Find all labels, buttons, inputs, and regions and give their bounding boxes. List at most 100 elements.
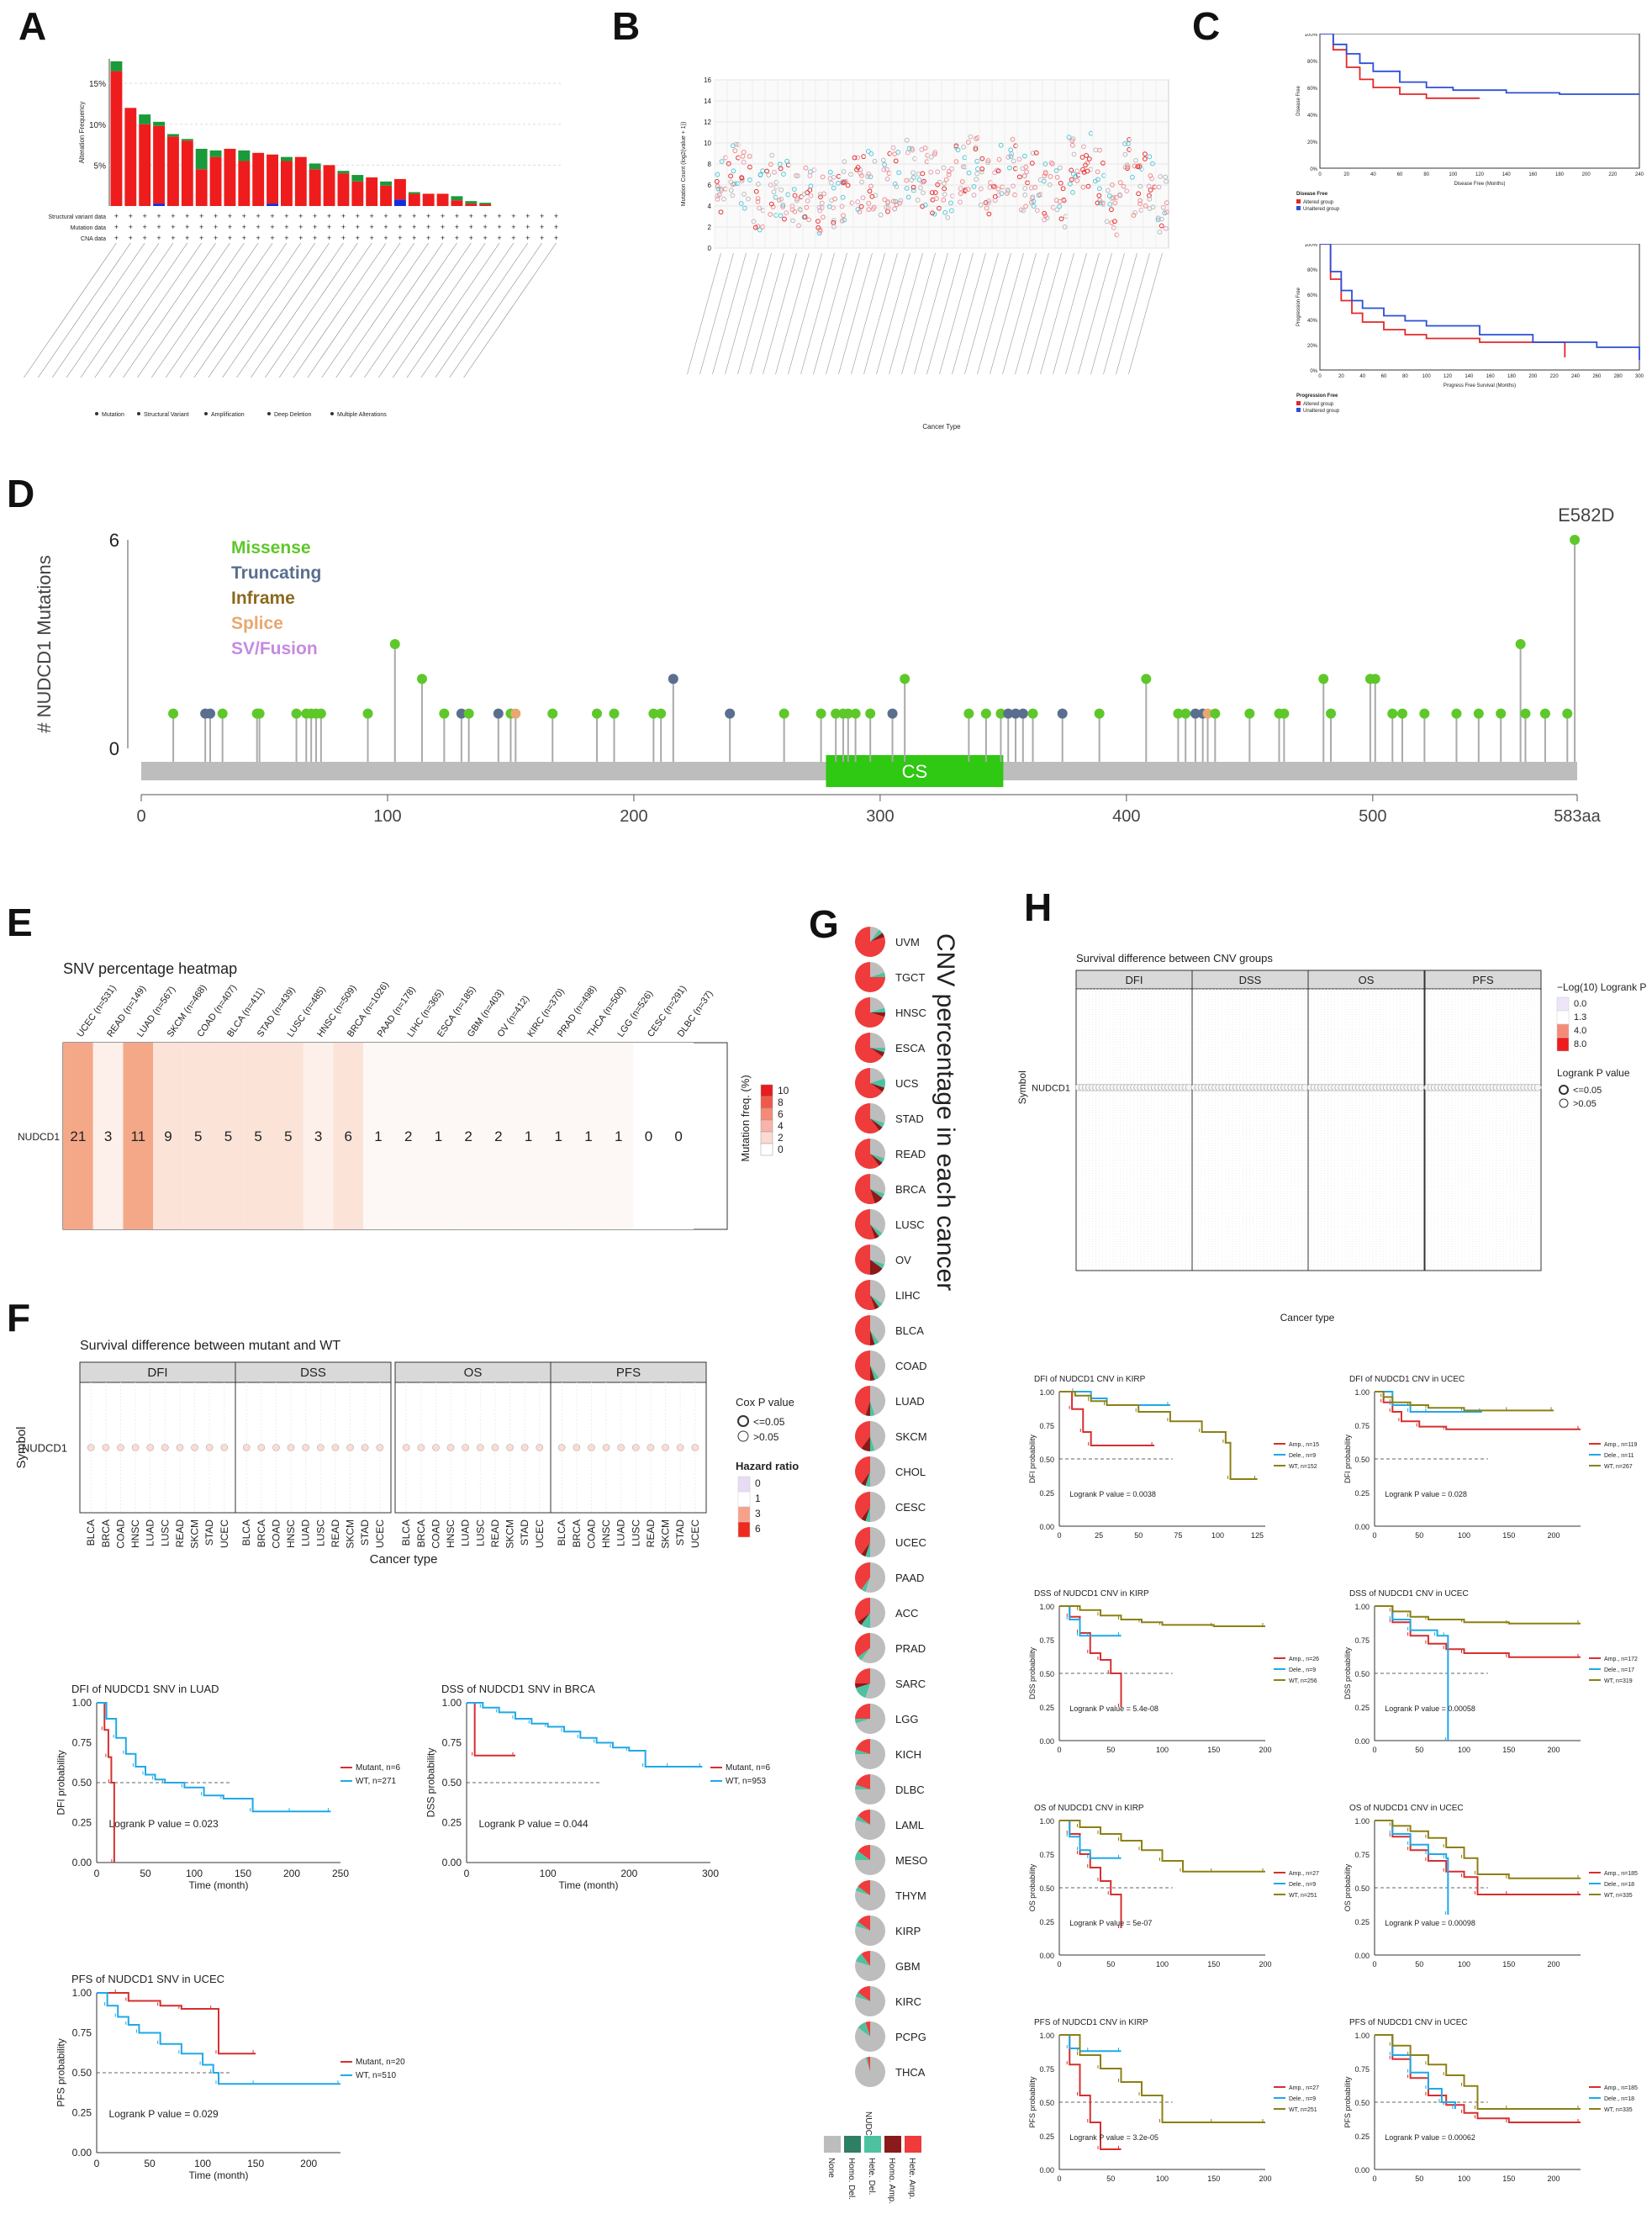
b-point — [1164, 225, 1169, 231]
b-point — [1086, 156, 1092, 161]
F-km-3-title: PFS of NUDCD1 SNV in UCEC — [71, 1973, 224, 1985]
d-y-tick: 6 — [109, 530, 119, 551]
d-x-tick: 0 — [136, 807, 145, 826]
H-km-6-pvalue: Logrank P value = 0.00098 — [1385, 1919, 1475, 1927]
h-legend-color-title: −Log(10) Logrank P — [1557, 981, 1646, 993]
C2-x-tick: 240 — [1571, 374, 1581, 379]
b-point — [921, 190, 926, 196]
a-row-mark: + — [256, 212, 261, 220]
H-km-7-y-label: PFS probability — [1028, 2076, 1037, 2128]
H-km-6-x-tick: 50 — [1415, 1960, 1423, 1968]
e-legend-title: Mutation freq. (%) — [739, 1075, 752, 1161]
a-category-label — [335, 242, 429, 378]
H-km-1-title: DFI of NUDCD1 CNV in KIRP — [1034, 1375, 1146, 1384]
h-facet-label: DSS — [1239, 974, 1262, 986]
H-km-5-x-tick: 150 — [1207, 1960, 1220, 1968]
C2-x-tick: 60 — [1381, 374, 1387, 379]
b-point — [746, 196, 751, 202]
g-row-label: PRAD — [895, 1642, 926, 1655]
f-legend-color-tick: 3 — [755, 1508, 761, 1519]
b-point — [1146, 183, 1152, 189]
H-km-7-y-tick: 0.50 — [1039, 2099, 1054, 2107]
H-km-4-pvalue: Logrank P value = 0.00058 — [1385, 1704, 1475, 1713]
b-point — [753, 188, 759, 194]
e-legend-swatch — [760, 1119, 773, 1133]
g-row-label: LIHC — [895, 1289, 921, 1302]
b-point — [881, 166, 887, 172]
a-legend-label: Deep Deletion — [274, 412, 311, 418]
H-km-8-legend-label: WT, n=335 — [1604, 2107, 1633, 2113]
b-point — [1034, 208, 1040, 214]
g-row-label: THCA — [895, 2066, 926, 2079]
f-x-tick: UCEC — [534, 1519, 546, 1548]
a-category-label — [193, 242, 288, 378]
b-point — [1011, 158, 1016, 164]
b-point — [855, 199, 861, 204]
C2-x-tick: 80 — [1402, 374, 1408, 379]
H-km-3-y-tick: 0.25 — [1039, 1704, 1054, 1712]
g-row-label: HNSC — [895, 1007, 926, 1019]
a-category-label — [364, 242, 457, 378]
g-pie-slice — [855, 1527, 870, 1555]
e-cell — [663, 1043, 694, 1229]
b-point — [1142, 156, 1148, 161]
g-pie-slice — [870, 1260, 885, 1269]
f-x-tick: HNSC — [445, 1519, 457, 1548]
a-legend-label: Structural Variant — [144, 412, 189, 418]
H-km-2-x-tick: 150 — [1502, 1531, 1515, 1540]
b-point — [802, 214, 808, 219]
H-km-7-legend-label: Amp., n=27 — [1289, 2085, 1319, 2091]
e-cell-value: 3 — [104, 1128, 112, 1144]
a-legend-dot — [137, 412, 140, 415]
panel-label-d: D — [7, 472, 35, 515]
d-lollipop-head — [1520, 708, 1531, 719]
b-category-label — [1027, 252, 1062, 375]
b-point — [1081, 144, 1086, 150]
g-pie-slice — [870, 1492, 885, 1522]
b-point — [979, 156, 985, 161]
b-point — [831, 218, 837, 223]
F-km-2-legend-label: Mutant, n=6 — [726, 1763, 771, 1773]
g-pie-slice — [855, 1633, 870, 1657]
H-km-2-y-tick: 0.25 — [1354, 1489, 1370, 1498]
b-point — [1058, 180, 1064, 186]
b-point — [831, 185, 837, 191]
a-row-mark: + — [298, 223, 303, 231]
H-km-2-x-tick: 0 — [1372, 1531, 1376, 1540]
b-point — [918, 185, 923, 191]
f-x-tick: LUAD — [145, 1519, 156, 1546]
e-legend-swatch — [760, 1131, 773, 1144]
d-legend-label: SV/Fusion — [231, 639, 318, 658]
C2-legend-swatch — [1296, 401, 1301, 405]
h-facet-panel — [1075, 988, 1193, 1271]
f-dot — [331, 1444, 340, 1451]
e-cell — [153, 1043, 183, 1229]
b-point — [884, 204, 889, 210]
a-bar — [267, 203, 278, 206]
f-legend-size-dot — [737, 1415, 749, 1427]
b-point — [1159, 223, 1164, 229]
b-point — [959, 179, 965, 184]
C2-y-tick: 40% — [1307, 319, 1318, 324]
b-point — [872, 158, 878, 164]
g-row-label: THYM — [895, 1889, 926, 1902]
F-km-3-y-tick: 0.75 — [72, 2027, 92, 2039]
d-lollipop-head — [1279, 708, 1290, 719]
H-km-6-series-line — [1375, 1820, 1581, 1895]
g-pie-slice — [870, 1280, 885, 1304]
C2-legend-title: Progression Free — [1296, 394, 1338, 399]
b-category-label — [990, 252, 1024, 375]
b-point — [789, 207, 795, 213]
f-x-tick: LUSC — [474, 1519, 486, 1546]
f-facet-label: OS — [464, 1366, 483, 1380]
b-point — [860, 195, 866, 201]
f-y-label: Symbol — [14, 1426, 29, 1468]
b-point — [1080, 166, 1085, 172]
b-point — [973, 146, 979, 152]
b-point — [1127, 147, 1132, 152]
a-legend-dot — [204, 412, 208, 415]
H-km-5-y-tick: 0.50 — [1039, 1884, 1054, 1893]
h-legend-color-tick: 4.0 — [1574, 1026, 1586, 1036]
b-point — [1117, 193, 1123, 198]
a-row-mark: + — [497, 234, 501, 242]
